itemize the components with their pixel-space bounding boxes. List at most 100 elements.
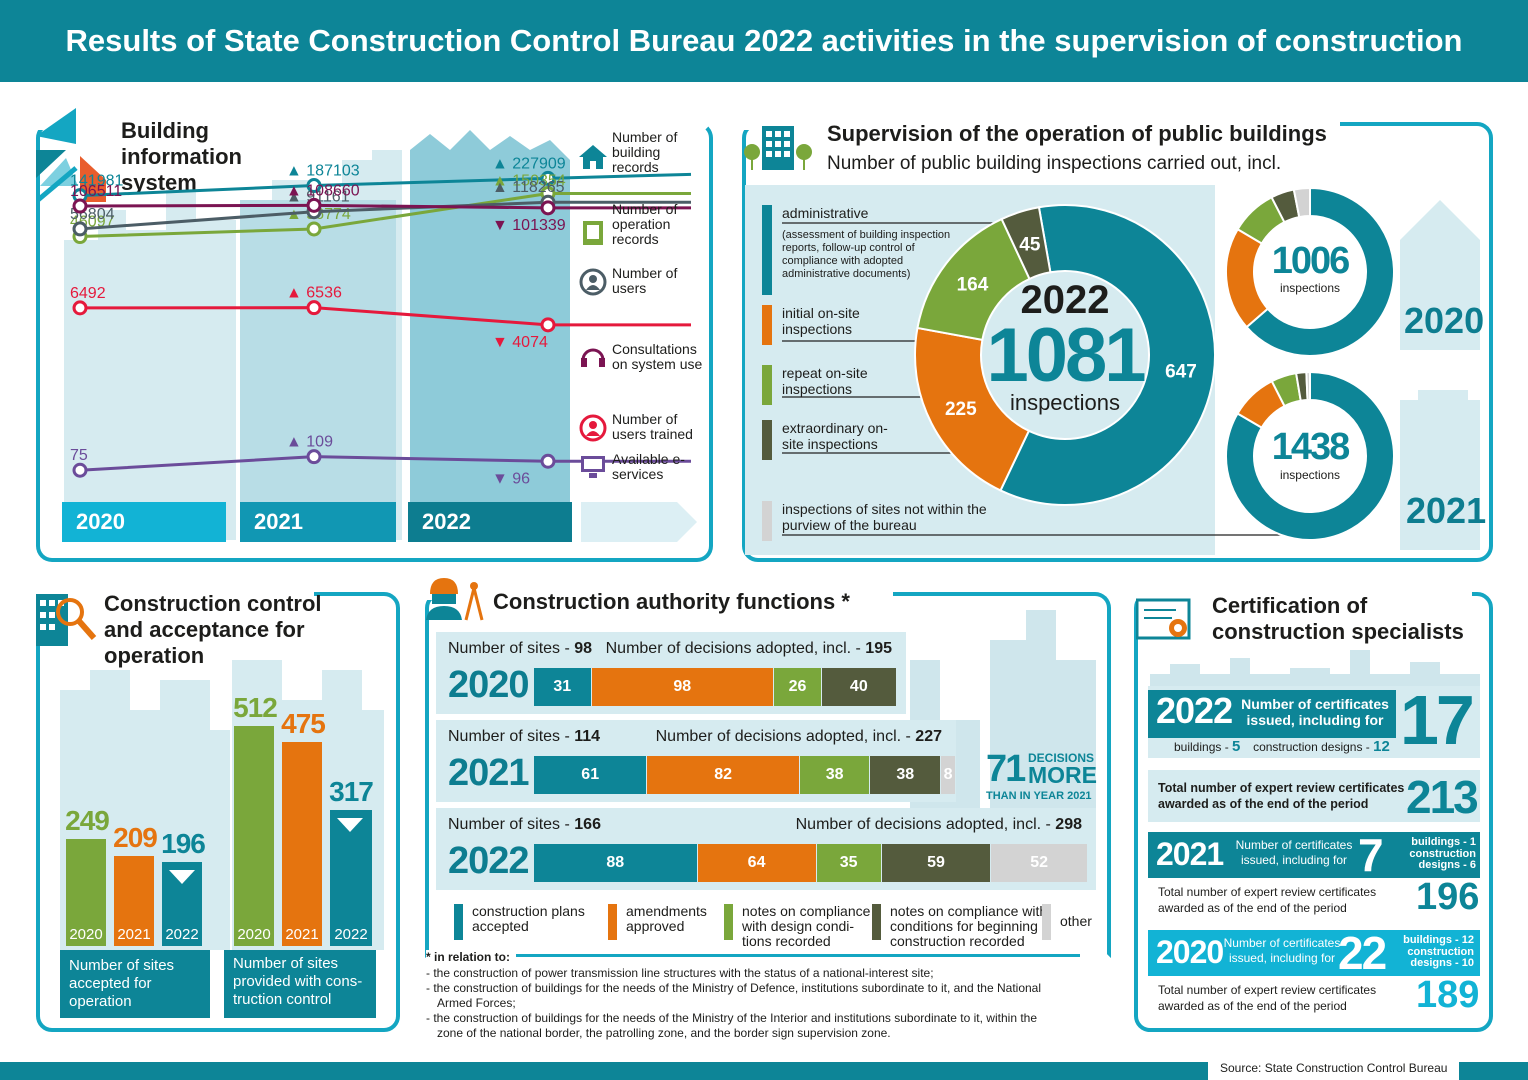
donut-slice xyxy=(1000,206,1052,281)
pub-legend-label: initial on-site inspections xyxy=(782,305,860,337)
caf-segment: 31 xyxy=(534,668,591,706)
ccao-bar-year: 2021 xyxy=(117,926,151,943)
bis-year-2020: 2020 xyxy=(62,502,226,542)
caf-delta-sub: THAN IN YEAR 2021 xyxy=(986,790,1092,802)
bis-point-label: ▲ 91161 xyxy=(286,189,350,206)
caf-legend-item: other xyxy=(1042,904,1118,946)
user-icon xyxy=(579,268,607,296)
cert-2022-review-bg xyxy=(1148,770,1480,822)
caf-segment: 88 xyxy=(534,844,697,882)
cert-2022-text: Number of certificates issued, including… xyxy=(1241,696,1389,728)
cert-heading: Certification of construction specialist… xyxy=(1212,593,1464,644)
caf-decisions: Number of decisions adopted, incl. - 227 xyxy=(655,728,942,745)
pub-center-total: 1081 xyxy=(986,313,1146,398)
pub-legend-label: extraordinary on-site inspections xyxy=(782,420,888,452)
book-icon xyxy=(583,221,603,245)
house-icon xyxy=(579,145,607,169)
bis-point xyxy=(540,200,556,216)
bis-point xyxy=(72,462,88,478)
ccao-bar-value: 475 xyxy=(281,707,326,739)
caf-footnotes: - the construction of power transmission… xyxy=(426,966,1066,1046)
bis-point-label: ▲ 108660 xyxy=(286,182,360,199)
building-trees-icon xyxy=(744,126,812,170)
ccao-bar-year: 2022 xyxy=(165,926,199,943)
series-label-building-records: Number of building records xyxy=(612,129,678,175)
cert-2020-b: buildings - 12 xyxy=(1403,934,1474,946)
bis-point xyxy=(306,221,322,237)
caf-segment: 61 xyxy=(534,756,647,794)
building-magnifier-icon xyxy=(36,594,97,646)
bis-point xyxy=(306,300,322,316)
caf-legend-label: construction plans accepted xyxy=(472,903,585,934)
caf-decisions: Number of decisions adopted, incl. - 195 xyxy=(605,640,892,657)
donut-value-label: 164 xyxy=(957,274,989,295)
ccao-bar-value: 196 xyxy=(161,827,206,859)
pub-legend-label: administrative xyxy=(782,205,869,221)
cert-2022-box xyxy=(1148,690,1396,738)
pub-2021-total: 1438 xyxy=(1271,426,1351,468)
ccao-bar-year: 2021 xyxy=(285,926,319,943)
pub-donut-2022: 647 225 164 45 xyxy=(914,204,1216,506)
bis-point-label: 106511 xyxy=(70,183,122,200)
pub-heading: Supervision of the operation of public b… xyxy=(827,121,1327,146)
bis-point-label: ▲ 6536 xyxy=(286,285,342,302)
engineer-compass-icon xyxy=(426,578,484,621)
bis-point xyxy=(306,178,322,194)
caf-legend-item: amendments approved xyxy=(608,904,734,946)
caf-footnote: - the construction of buildings for the … xyxy=(426,1011,1038,1040)
cert-2022-b-label: buildings - xyxy=(1174,740,1233,754)
caf-year: 2021 xyxy=(448,752,530,794)
cert-2022-review: 213 xyxy=(1406,771,1479,823)
cert-2022-d: 12 xyxy=(1373,738,1390,755)
pub-legend-swatch xyxy=(762,305,772,345)
caf-segment: 59 xyxy=(881,844,991,882)
cert-2021-total: 7 xyxy=(1358,829,1384,881)
pub-2020-unit: inspections xyxy=(1279,281,1341,295)
headset-icon xyxy=(581,348,605,367)
monitor-icon xyxy=(581,456,605,478)
caf-footnote: - the construction of power transmission… xyxy=(426,966,934,980)
bis-skyline xyxy=(64,130,570,540)
bis-arrow-shape xyxy=(581,502,697,542)
bis-point xyxy=(72,198,88,214)
pub-2020-year: 2020 xyxy=(1404,300,1485,341)
cert-2020-review-text: Total number of expert review certificat… xyxy=(1158,983,1377,1013)
series-label-operation-records: Number of operation records xyxy=(612,201,678,247)
bis-point xyxy=(306,449,322,465)
caf-legend: construction plans accepted amendments ap… xyxy=(436,898,1106,949)
caf-sites: Number of sites - 98 xyxy=(448,640,593,657)
down-arrow-icon xyxy=(169,869,195,884)
series-label-consultations: Consultations on system use xyxy=(612,341,703,372)
series-label-trained: Number of users trained xyxy=(612,411,693,442)
donut-slice xyxy=(1305,370,1311,402)
donut-slice xyxy=(1292,186,1311,219)
caf-delta: 71 DECISIONS MORE THAN IN YEAR 2021 xyxy=(986,748,1097,806)
caf-legend-item: notes on compliance with design condi-ti… xyxy=(724,904,870,949)
donut-value-label: 647 xyxy=(1165,362,1197,383)
pub-legend-label: repeat on-site inspections xyxy=(782,365,868,397)
pub-legend-sub: (assessment of building inspection repor… xyxy=(782,229,951,280)
caf-rows: Number of sites - 98 Number of decisions … xyxy=(436,632,1106,892)
ccao-bar-value: 249 xyxy=(65,805,110,837)
footer-bar xyxy=(0,1062,1528,1080)
ccao-bar: 2022 xyxy=(330,809,372,946)
bis-point-label: ▲ 109 xyxy=(286,434,333,451)
bis-point xyxy=(540,317,556,333)
trainee-icon xyxy=(579,414,607,442)
bis-point-label: 75 xyxy=(70,447,88,464)
caf-legend-item: construction plans accepted xyxy=(454,904,610,946)
pub-2020-total: 1006 xyxy=(1271,240,1351,282)
bis-point-label: ▼ 96 xyxy=(492,470,530,487)
ccao-heading: Construction control and acceptance for … xyxy=(104,591,322,668)
caf-legend-swatch xyxy=(724,904,733,940)
pub-legend-swatch xyxy=(762,205,772,295)
cert-2021-box xyxy=(1148,832,1480,878)
bis-point xyxy=(540,453,556,469)
source-note: Source: State Construction Control Burea… xyxy=(1208,1058,1460,1080)
bis-point xyxy=(540,170,556,186)
pub-legend-swatch xyxy=(762,365,772,405)
donut-value-label: 225 xyxy=(945,399,977,420)
bis-point-label: ▲ 150354 xyxy=(492,173,566,190)
caf-legend-label: amendments approved xyxy=(626,903,707,934)
caf-legend-swatch xyxy=(454,904,463,940)
